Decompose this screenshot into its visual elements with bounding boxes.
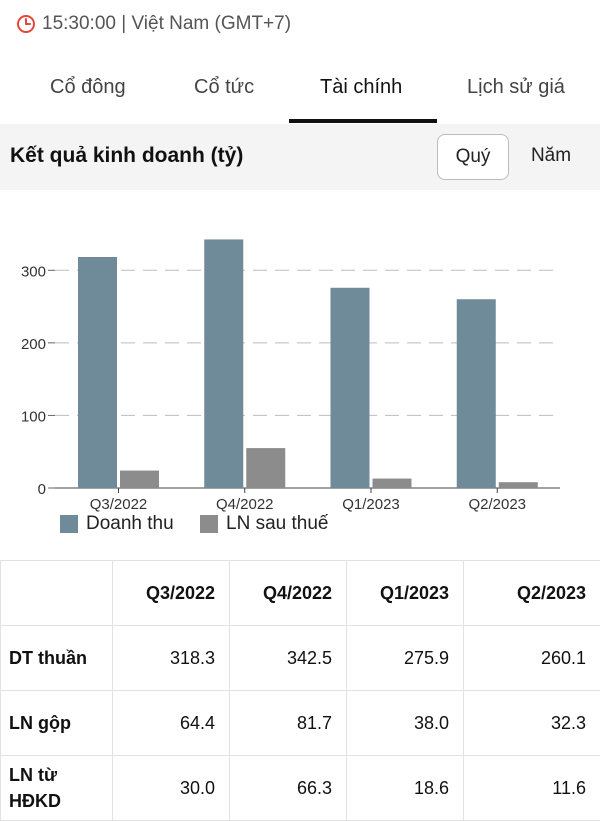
y-tick-label: 300 bbox=[21, 263, 46, 280]
bar-net-profit bbox=[246, 448, 285, 488]
table-cell: 81.7 bbox=[230, 691, 347, 756]
period-quarter-button[interactable]: Quý bbox=[437, 134, 509, 180]
y-tick-label: 200 bbox=[21, 336, 46, 353]
top-bar: 15:30:00 | Việt Nam (GMT+7) bbox=[0, 0, 600, 50]
x-tick-label: Q2/2023 bbox=[468, 496, 526, 513]
legend-label-net-profit: LN sau thuế bbox=[226, 513, 328, 535]
bar-revenue bbox=[331, 288, 370, 488]
table-cell: 64.4 bbox=[113, 691, 230, 756]
legend-item-revenue: Doanh thu bbox=[60, 513, 174, 535]
tab-dividends[interactable]: Cổ tức bbox=[194, 76, 254, 99]
x-tick-label: Q3/2022 bbox=[90, 496, 148, 513]
table-row: LN từ HĐKD 30.0 66.3 18.6 11.6 bbox=[1, 756, 600, 821]
bar-revenue bbox=[78, 257, 117, 488]
y-tick-label: 100 bbox=[21, 408, 46, 425]
section-title: Kết quả kinh doanh (tỷ) bbox=[10, 144, 243, 168]
table-cell: 260.1 bbox=[464, 626, 600, 691]
table-header-cell: Q3/2022 bbox=[113, 561, 230, 626]
business-results-chart: 0 100 200 300 Q3/2022 Q4/2022 Q1/2023 Q2/2023 bbox=[0, 190, 600, 550]
active-tab-indicator bbox=[289, 119, 437, 123]
market-time: 15:30:00 | Việt Nam (GMT+7) bbox=[42, 13, 291, 35]
financial-table: Q3/2022 Q4/2022 Q1/2023 Q2/2023 DT thuần… bbox=[0, 560, 600, 821]
tab-bar: Cổ đông Cổ tức Tài chính Lịch sử giá bbox=[0, 62, 600, 124]
table-row: DT thuần 318.3 342.5 275.9 260.1 bbox=[1, 626, 600, 691]
table-cell: 30.0 bbox=[113, 756, 230, 821]
section-header: Kết quả kinh doanh (tỷ) Quý Năm bbox=[0, 124, 600, 190]
table-cell: 275.9 bbox=[347, 626, 464, 691]
row-label: LN từ HĐKD bbox=[1, 756, 113, 821]
tab-shareholders[interactable]: Cổ đông bbox=[50, 76, 126, 99]
bar-net-profit bbox=[499, 482, 538, 488]
table-cell: 318.3 bbox=[113, 626, 230, 691]
legend-swatch-revenue bbox=[60, 515, 78, 533]
clock-icon bbox=[16, 14, 36, 34]
table-header-empty bbox=[1, 561, 113, 626]
table-header-cell: Q2/2023 bbox=[464, 561, 600, 626]
x-tick-label: Q1/2023 bbox=[342, 496, 400, 513]
table-cell: 66.3 bbox=[230, 756, 347, 821]
y-tick-label: 0 bbox=[38, 481, 46, 498]
tab-financials[interactable]: Tài chính bbox=[320, 76, 402, 99]
legend-swatch-net-profit bbox=[200, 515, 218, 533]
row-label: LN gộp bbox=[1, 691, 113, 756]
x-tick-label: Q4/2022 bbox=[216, 496, 274, 513]
tab-price-history[interactable]: Lịch sử giá bbox=[467, 76, 565, 99]
legend-label-revenue: Doanh thu bbox=[86, 513, 174, 535]
table-cell: 342.5 bbox=[230, 626, 347, 691]
bar-net-profit bbox=[373, 479, 412, 488]
table-cell: 38.0 bbox=[347, 691, 464, 756]
table-cell: 11.6 bbox=[464, 756, 600, 821]
table-header-cell: Q1/2023 bbox=[347, 561, 464, 626]
period-year-button[interactable]: Năm bbox=[516, 134, 586, 178]
bar-revenue bbox=[204, 239, 243, 488]
table-header-row: Q3/2022 Q4/2022 Q1/2023 Q2/2023 bbox=[1, 561, 600, 626]
table-row: LN gộp 64.4 81.7 38.0 32.3 bbox=[1, 691, 600, 756]
bar-net-profit bbox=[120, 471, 159, 488]
row-label: DT thuần bbox=[1, 626, 113, 691]
table-header-cell: Q4/2022 bbox=[230, 561, 347, 626]
table-cell: 18.6 bbox=[347, 756, 464, 821]
legend-item-net-profit: LN sau thuế bbox=[200, 513, 328, 535]
table-cell: 32.3 bbox=[464, 691, 600, 756]
bar-revenue bbox=[457, 299, 496, 488]
